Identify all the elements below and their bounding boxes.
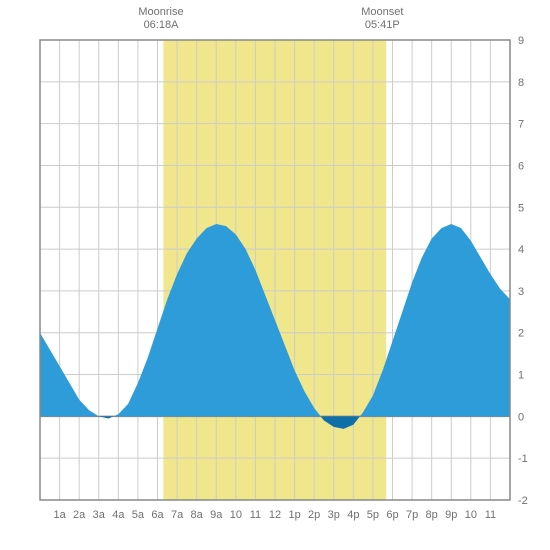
x-tick-label: 7a [171,509,184,521]
x-tick-label: 2p [308,509,320,521]
tide-chart: Moonrise 06:18A Moonset 05:41P -2-101234… [0,0,550,550]
x-tick-label: 6a [151,509,164,521]
y-tick-label: 0 [518,411,524,423]
y-tick-label: 1 [518,370,524,382]
moonrise-annotation: Moonrise 06:18A [138,6,183,32]
x-tick-label: 5a [132,509,145,521]
y-tick-label: 5 [518,202,524,214]
x-tick-label: 11 [250,509,261,521]
y-tick-label: 6 [518,160,524,172]
moonset-time: 05:41P [361,19,403,32]
y-tick-label: 3 [518,286,524,298]
x-tick-label: 10 [465,509,477,521]
x-tick-label: 3p [328,509,340,521]
moonrise-label: Moonrise [138,6,183,19]
x-tick-label: 5p [367,509,379,521]
moonset-annotation: Moonset 05:41P [361,6,403,32]
y-tick-label: 2 [518,328,524,340]
moonset-label: Moonset [361,6,403,19]
x-tick-label: 3a [93,509,106,521]
y-tick-label: 8 [518,77,524,89]
y-tick-label: -2 [518,495,528,507]
x-tick-label: 1p [288,509,300,521]
x-tick-label: 1a [53,509,66,521]
y-tick-label: 7 [518,119,524,131]
x-tick-label: 11 [485,509,496,521]
y-tick-label: 4 [518,244,524,256]
y-tick-label: -1 [518,453,528,465]
y-tick-label: 9 [518,35,524,47]
moonrise-time: 06:18A [138,19,183,32]
x-tick-label: 9a [210,509,223,521]
x-tick-label: 2a [73,509,86,521]
x-tick-label: 12 [269,509,281,521]
x-tick-label: 8a [191,509,204,521]
x-tick-label: 4p [347,509,359,521]
x-tick-label: 4a [112,509,125,521]
x-tick-label: 7p [406,509,418,521]
x-tick-label: 6p [386,509,398,521]
x-tick-label: 10 [230,509,242,521]
x-tick-label: 9p [445,509,457,521]
chart-svg: -2-101234567891a2a3a4a5a6a7a8a9a1011121p… [0,0,550,550]
x-tick-label: 8p [426,509,438,521]
